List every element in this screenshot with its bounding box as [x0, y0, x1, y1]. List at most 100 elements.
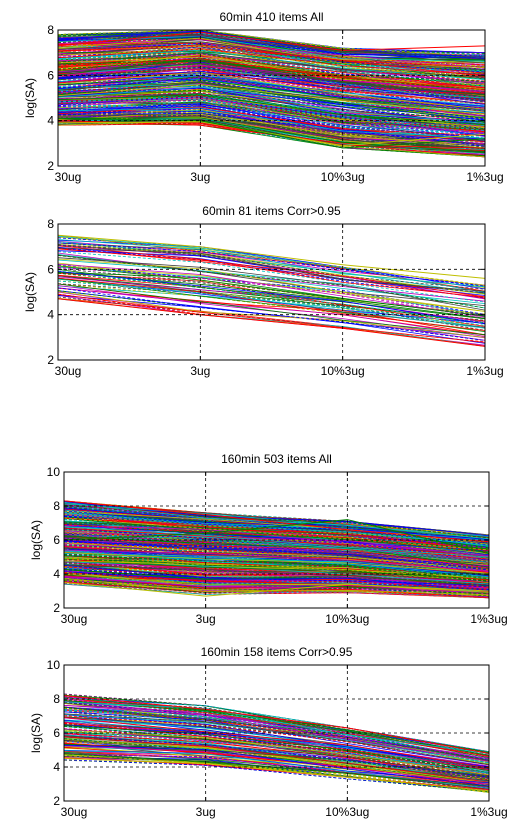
y-tick-label: 10 — [47, 465, 61, 479]
series-line — [64, 511, 489, 545]
series-line — [64, 522, 489, 557]
x-tick-label: 1%3ug — [470, 805, 507, 819]
series-line — [58, 265, 485, 312]
x-tick-label: 3ug — [196, 612, 216, 626]
series-line — [64, 532, 489, 565]
series-line — [58, 55, 485, 89]
series-line — [58, 296, 485, 347]
y-tick-label: 4 — [47, 114, 54, 128]
series-line — [64, 541, 489, 571]
y-tick-label: 6 — [47, 68, 54, 82]
x-tick-label: 30ug — [61, 805, 88, 819]
series-line — [64, 707, 489, 761]
series-line — [58, 287, 485, 337]
y-tick-label: 8 — [47, 23, 54, 37]
series-line — [58, 59, 485, 91]
x-tick-label: 1%3ug — [470, 612, 507, 626]
series-line — [58, 234, 485, 279]
series-line — [58, 291, 485, 338]
grid — [58, 224, 485, 360]
x-tick-label: 1%3ug — [466, 170, 503, 184]
series-line — [64, 554, 489, 582]
y-axis-label: log(SA) — [23, 78, 37, 118]
series-line — [64, 578, 489, 596]
series-line — [64, 504, 489, 539]
chart-title: 160min 158 items Corr>0.95 — [201, 645, 353, 659]
series-line — [58, 257, 485, 311]
series-line — [58, 59, 485, 86]
chart-0: 2 4 6 8 30ug 3ug 10%3ug 1%3ug 60min 410 items Al… — [23, 10, 504, 184]
series-line — [64, 739, 489, 785]
series-line — [58, 265, 485, 317]
series-line — [64, 706, 489, 761]
y-tick-label: 6 — [53, 726, 60, 740]
x-tick-label: 30ug — [55, 364, 82, 378]
series-line — [58, 275, 485, 325]
series-line — [58, 58, 485, 90]
series-line — [64, 736, 489, 778]
series-line — [64, 524, 489, 557]
y-axis-label: log(SA) — [29, 713, 43, 753]
series-line — [64, 548, 489, 576]
series-line — [64, 701, 489, 754]
series-line — [58, 96, 485, 131]
series-lines — [58, 234, 485, 347]
series-line — [64, 552, 489, 574]
series-line — [64, 514, 489, 543]
y-tick-label: 4 — [53, 760, 60, 774]
series-line — [58, 84, 485, 115]
series-line — [64, 725, 489, 773]
series-line — [58, 255, 485, 309]
series-line — [58, 272, 485, 321]
series-line — [64, 518, 489, 551]
series-line — [58, 283, 485, 336]
series-line — [58, 263, 485, 318]
series-line — [58, 298, 485, 347]
series-line — [64, 568, 489, 586]
series-line — [58, 283, 485, 331]
series-line — [58, 247, 485, 299]
x-tick-label: 10%3ug — [325, 612, 369, 626]
series-line — [64, 500, 489, 543]
series-line — [64, 721, 489, 771]
series-line — [64, 571, 489, 592]
series-line — [58, 100, 485, 135]
series-line — [64, 580, 489, 595]
series-line — [64, 549, 489, 572]
series-line — [58, 42, 485, 73]
series-line — [64, 573, 489, 593]
series-line — [64, 573, 489, 594]
series-line — [58, 48, 485, 81]
series-line — [58, 79, 485, 120]
series-line — [58, 89, 485, 123]
series-line — [58, 117, 485, 149]
series-line — [58, 35, 485, 64]
series-line — [58, 234, 485, 286]
series-line — [58, 272, 485, 322]
series-line — [58, 56, 485, 92]
y-tick-label: 2 — [47, 159, 54, 173]
series-line — [64, 544, 489, 573]
series-line — [64, 548, 489, 577]
series-line — [64, 535, 489, 568]
series-line — [64, 503, 489, 537]
series-line — [58, 274, 485, 327]
series-line — [64, 717, 489, 769]
series-line — [58, 109, 485, 142]
series-line — [64, 713, 489, 766]
series-line — [58, 44, 485, 77]
series-line — [58, 71, 485, 104]
series-line — [64, 744, 489, 787]
series-line — [58, 245, 485, 298]
series-line — [58, 239, 485, 288]
x-tick-label: 10%3ug — [321, 170, 365, 184]
series-line — [58, 86, 485, 124]
series-line — [64, 536, 489, 570]
series-line — [58, 277, 485, 331]
series-line — [58, 251, 485, 303]
series-line — [64, 695, 489, 754]
series-line — [58, 290, 485, 341]
series-line — [58, 71, 485, 110]
series-line — [58, 75, 485, 111]
series-line — [58, 293, 485, 343]
